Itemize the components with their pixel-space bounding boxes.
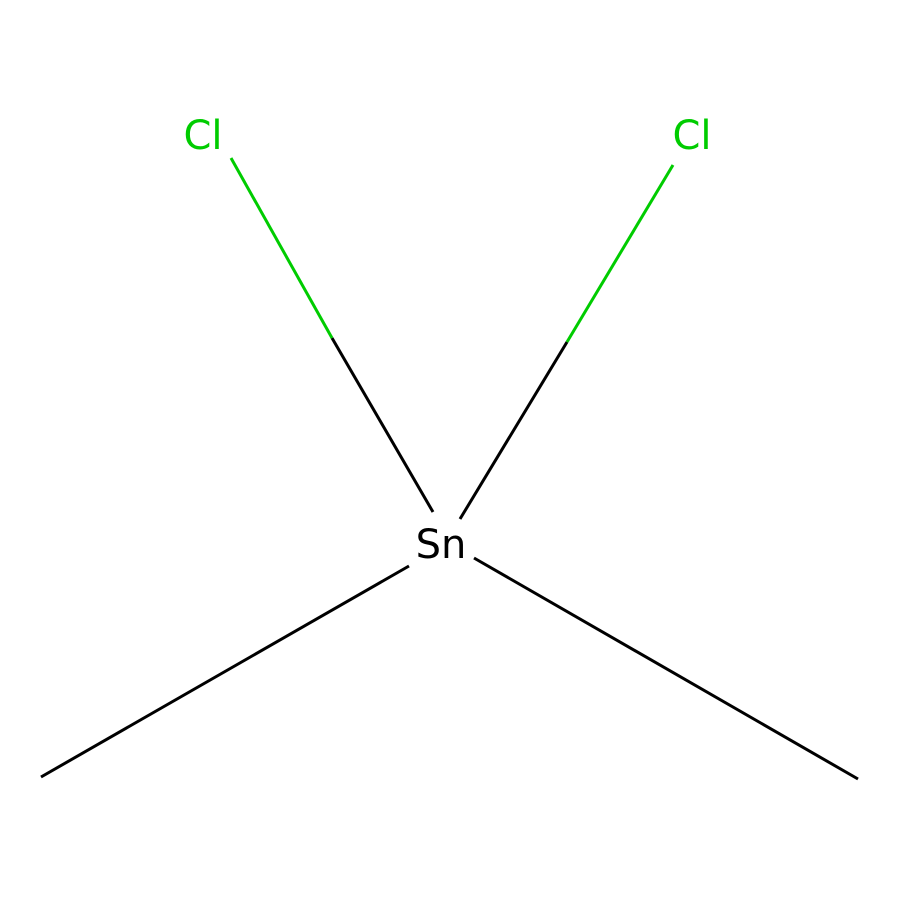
atom-cl-left-label: Cl [183, 113, 222, 159]
bond-sn-methyl-right [473, 556, 859, 781]
atom-cl-right-label: Cl [672, 113, 711, 159]
bond-sn-cl-right [458, 164, 675, 520]
bond-sn-cl-left [229, 157, 435, 513]
bond-sn-methyl-left [40, 564, 410, 779]
atom-sn-label: Sn [416, 522, 467, 568]
